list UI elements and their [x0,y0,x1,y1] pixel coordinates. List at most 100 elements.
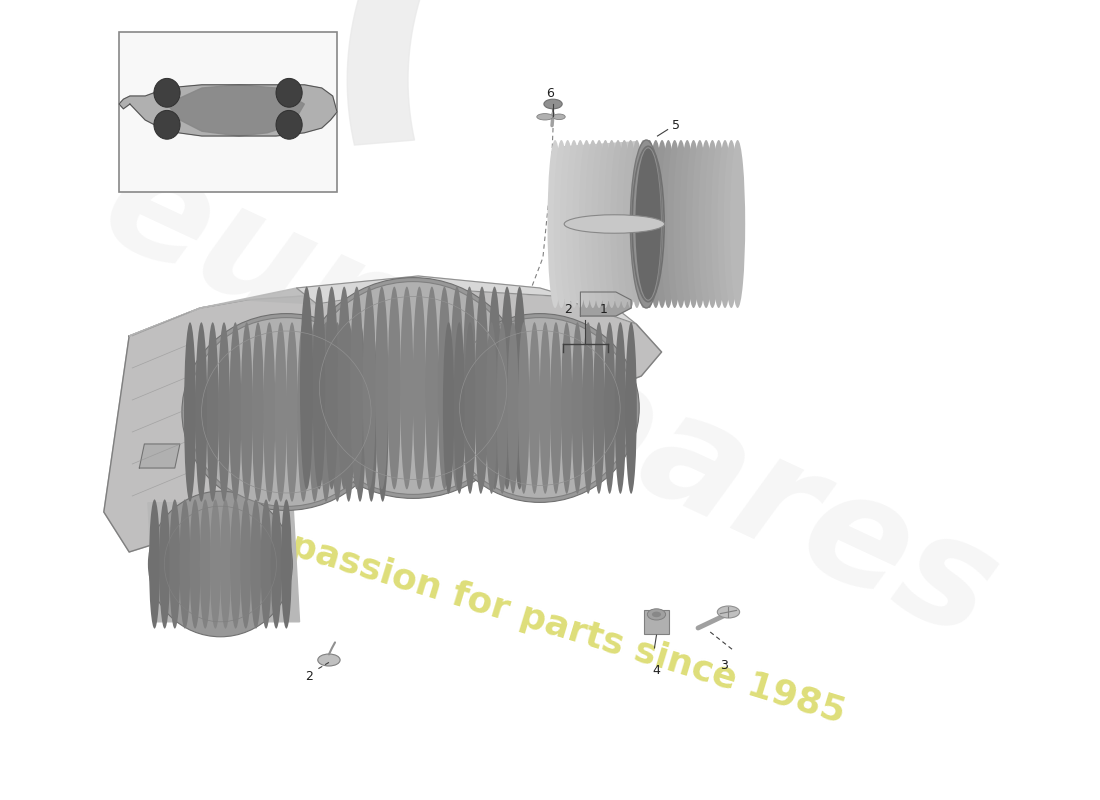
Ellipse shape [304,282,522,494]
Ellipse shape [597,140,613,308]
Ellipse shape [583,322,594,494]
Text: a passion for parts since 1985: a passion for parts since 1985 [251,518,849,730]
Ellipse shape [230,499,241,629]
Ellipse shape [207,322,219,502]
Ellipse shape [320,322,332,502]
Ellipse shape [200,499,211,629]
Ellipse shape [648,140,663,308]
Ellipse shape [548,140,563,308]
Ellipse shape [426,286,439,490]
Ellipse shape [338,286,351,490]
Ellipse shape [375,286,388,490]
Ellipse shape [276,110,303,139]
Ellipse shape [486,322,497,494]
Ellipse shape [610,140,626,308]
Ellipse shape [450,286,463,490]
Ellipse shape [464,322,476,494]
Ellipse shape [263,322,275,502]
Ellipse shape [387,286,402,490]
Text: 2: 2 [305,670,312,682]
Ellipse shape [604,140,619,308]
Ellipse shape [553,140,569,308]
Ellipse shape [275,322,287,502]
Ellipse shape [673,140,689,308]
Ellipse shape [453,322,465,494]
Ellipse shape [187,318,386,506]
Text: eurospares: eurospares [80,128,1020,672]
Ellipse shape [261,499,272,629]
Ellipse shape [218,322,230,502]
Ellipse shape [636,149,661,300]
Ellipse shape [365,322,377,502]
Ellipse shape [553,114,565,119]
Ellipse shape [561,322,572,494]
Ellipse shape [154,110,180,139]
Ellipse shape [210,499,221,629]
Ellipse shape [184,322,196,502]
Polygon shape [167,85,305,136]
Polygon shape [147,503,299,622]
Ellipse shape [539,322,551,494]
Ellipse shape [443,322,454,494]
Polygon shape [564,142,637,302]
Ellipse shape [566,140,582,308]
Polygon shape [119,85,337,136]
Ellipse shape [617,140,631,308]
Text: 1: 1 [600,303,607,316]
Ellipse shape [300,286,313,490]
Ellipse shape [518,322,529,494]
Ellipse shape [400,286,414,490]
Ellipse shape [318,654,340,666]
Ellipse shape [148,491,293,637]
Ellipse shape [513,286,526,490]
Ellipse shape [229,322,241,502]
Ellipse shape [564,214,664,234]
Ellipse shape [220,499,231,629]
Ellipse shape [507,322,519,494]
Polygon shape [581,292,631,316]
Ellipse shape [312,286,326,490]
Ellipse shape [354,322,366,502]
Ellipse shape [698,140,714,308]
Ellipse shape [475,286,488,490]
Ellipse shape [717,140,733,308]
Text: 2: 2 [564,303,572,316]
Ellipse shape [724,140,739,308]
Ellipse shape [160,499,170,629]
Ellipse shape [642,140,657,308]
Ellipse shape [271,499,282,629]
Ellipse shape [412,286,426,490]
Ellipse shape [626,322,637,494]
Ellipse shape [276,78,303,107]
Ellipse shape [446,318,635,498]
Ellipse shape [705,140,720,308]
Ellipse shape [711,140,726,308]
Bar [119,32,337,192]
Ellipse shape [647,609,666,620]
Polygon shape [103,288,661,552]
Ellipse shape [440,314,639,502]
Ellipse shape [585,140,601,308]
Ellipse shape [169,499,180,629]
Ellipse shape [363,286,376,490]
Ellipse shape [680,140,695,308]
Ellipse shape [615,322,626,494]
Ellipse shape [572,322,583,494]
Ellipse shape [717,606,739,618]
Ellipse shape [376,322,388,502]
Polygon shape [129,288,317,336]
Ellipse shape [189,499,200,629]
Ellipse shape [661,140,676,308]
Ellipse shape [579,140,594,308]
Ellipse shape [537,114,553,120]
Ellipse shape [730,140,745,308]
Ellipse shape [686,140,701,308]
Ellipse shape [350,286,363,490]
Ellipse shape [543,99,562,109]
Ellipse shape [343,322,354,502]
Ellipse shape [297,322,309,502]
Ellipse shape [630,140,662,308]
Ellipse shape [496,322,508,494]
Ellipse shape [560,140,575,308]
Ellipse shape [475,322,486,494]
